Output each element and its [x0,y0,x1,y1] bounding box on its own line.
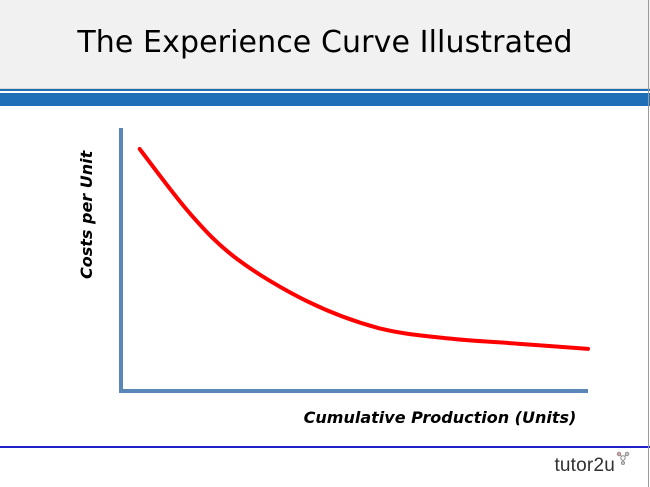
y-axis-label: Costs per Unit [77,150,96,280]
title-bar [0,0,650,89]
title-divider-thin [0,89,650,91]
x-axis-label: Cumulative Production (Units) [303,408,577,427]
experience-curve-line [137,147,590,351]
slide-title: The Experience Curve Illustrated [77,25,573,60]
molecule-icon [616,451,630,465]
logo-text: tutor2u [554,455,615,476]
title-divider-band [0,93,650,106]
footer-line [0,446,650,448]
tutor2u-logo: tutor2u [554,451,630,482]
